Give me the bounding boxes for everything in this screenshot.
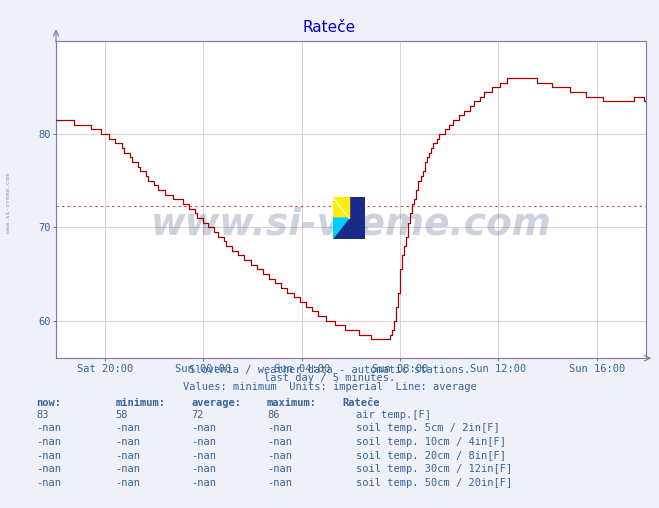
Text: www.si-vreme.com: www.si-vreme.com [6, 173, 11, 233]
Text: 58: 58 [115, 409, 128, 420]
Text: -nan: -nan [115, 464, 140, 474]
Text: -nan: -nan [36, 437, 61, 447]
Text: minimum:: minimum: [115, 398, 165, 408]
Text: -nan: -nan [267, 464, 292, 474]
Text: -nan: -nan [36, 423, 61, 433]
Text: 86: 86 [267, 409, 279, 420]
Text: -nan: -nan [115, 478, 140, 488]
Text: -nan: -nan [191, 451, 216, 461]
Text: -nan: -nan [267, 478, 292, 488]
Text: soil temp. 30cm / 12in[F]: soil temp. 30cm / 12in[F] [356, 464, 512, 474]
Text: www.si-vreme.com: www.si-vreme.com [150, 207, 552, 243]
Text: soil temp. 5cm / 2in[F]: soil temp. 5cm / 2in[F] [356, 423, 500, 433]
Text: -nan: -nan [36, 464, 61, 474]
Text: -nan: -nan [115, 437, 140, 447]
Text: Rateče: Rateče [303, 20, 356, 36]
Text: -nan: -nan [191, 437, 216, 447]
Text: soil temp. 50cm / 20in[F]: soil temp. 50cm / 20in[F] [356, 478, 512, 488]
Text: average:: average: [191, 398, 241, 408]
Text: -nan: -nan [191, 478, 216, 488]
Text: Rateče: Rateče [343, 398, 380, 408]
Text: -nan: -nan [267, 451, 292, 461]
Text: -nan: -nan [267, 423, 292, 433]
Text: soil temp. 20cm / 8in[F]: soil temp. 20cm / 8in[F] [356, 451, 506, 461]
Text: 72: 72 [191, 409, 204, 420]
Text: -nan: -nan [36, 451, 61, 461]
Text: last day / 5 minutes.: last day / 5 minutes. [264, 373, 395, 384]
Text: now:: now: [36, 398, 61, 408]
Text: soil temp. 10cm / 4in[F]: soil temp. 10cm / 4in[F] [356, 437, 506, 447]
Text: Values: minimum  Units: imperial  Line: average: Values: minimum Units: imperial Line: av… [183, 382, 476, 392]
Text: -nan: -nan [267, 437, 292, 447]
Text: 83: 83 [36, 409, 49, 420]
Text: air temp.[F]: air temp.[F] [356, 409, 431, 420]
Text: -nan: -nan [191, 464, 216, 474]
Text: maximum:: maximum: [267, 398, 317, 408]
Text: -nan: -nan [36, 478, 61, 488]
Text: -nan: -nan [115, 451, 140, 461]
Text: -nan: -nan [191, 423, 216, 433]
Text: Slovenia / weather data - automatic stations.: Slovenia / weather data - automatic stat… [189, 365, 470, 375]
Text: -nan: -nan [115, 423, 140, 433]
